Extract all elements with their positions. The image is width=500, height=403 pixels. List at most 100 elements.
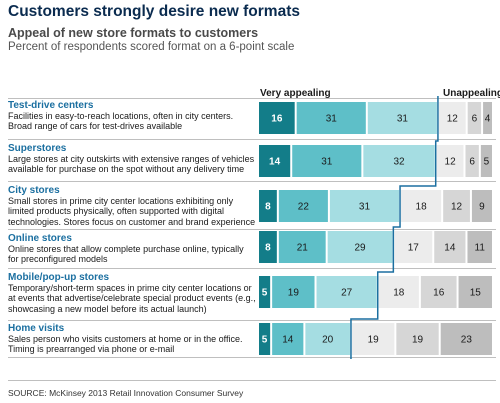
bar-segment xyxy=(438,102,466,134)
bar-value-label: 4 xyxy=(485,114,491,125)
divider-1 xyxy=(8,139,496,140)
bar-segment xyxy=(467,102,482,134)
legend-unappealing: Unappealing xyxy=(443,88,500,99)
divider-5 xyxy=(8,320,496,321)
bar-value-label: 18 xyxy=(393,288,405,299)
appeal-divider-line xyxy=(350,96,439,359)
bar-segment xyxy=(329,190,400,222)
bar-segment xyxy=(440,323,492,355)
bar-segment xyxy=(367,102,437,134)
bar-segment xyxy=(296,102,366,134)
bar-segment xyxy=(259,102,295,134)
bar-value-label: 6 xyxy=(472,114,478,125)
bar-value-label: 32 xyxy=(393,157,405,168)
bar-value-label: 27 xyxy=(341,288,353,299)
bar-segment xyxy=(434,231,466,263)
bar-value-label: 8 xyxy=(265,243,271,254)
bar-value-label: 22 xyxy=(298,202,310,213)
bar-segment xyxy=(327,231,393,263)
bar-value-label: 5 xyxy=(484,157,490,168)
legend-very-appealing: Very appealing xyxy=(260,88,331,99)
bar-value-label: 5 xyxy=(262,288,268,299)
divider-bottom xyxy=(8,380,496,381)
bar-segment xyxy=(436,145,464,177)
category-description: Large stores at city outskirts with exte… xyxy=(8,154,255,175)
bar-segment xyxy=(259,323,271,355)
bar-segment xyxy=(259,231,277,263)
bar-segment xyxy=(278,190,328,222)
category-description: Facilities in easy-to-reach locations, o… xyxy=(8,111,234,132)
chart-description: Percent of respondents scored format on … xyxy=(8,41,295,53)
bar-segment xyxy=(471,190,492,222)
bar-segment xyxy=(316,276,377,308)
bar-segment xyxy=(480,145,492,177)
category-name: City stores xyxy=(8,185,60,196)
bar-value-label: 31 xyxy=(359,202,371,213)
bar-value-label: 12 xyxy=(451,202,463,213)
bar-value-label: 23 xyxy=(461,335,473,346)
bar-segment xyxy=(259,145,291,177)
bar-value-label: 14 xyxy=(269,157,281,168)
source-note: SOURCE: McKinsey 2013 Retail Innovation … xyxy=(8,388,244,398)
bar-value-label: 19 xyxy=(288,288,300,299)
bar-value-label: 9 xyxy=(479,202,485,213)
bar-value-label: 19 xyxy=(368,335,380,346)
bar-value-label: 8 xyxy=(265,202,271,213)
divider-0 xyxy=(8,98,496,99)
divider-6 xyxy=(8,357,496,358)
bar-segment xyxy=(351,323,395,355)
category-description: Sales person who visits customers at hom… xyxy=(8,334,243,355)
bar-value-label: 18 xyxy=(416,202,428,213)
category-description: Small stores in prime city center locati… xyxy=(8,196,256,227)
bar-value-label: 29 xyxy=(354,243,366,254)
bar-segment xyxy=(272,323,304,355)
category-name: Online stores xyxy=(8,233,72,244)
bar-value-label: 31 xyxy=(326,114,338,125)
category-name: Superstores xyxy=(8,143,67,154)
bar-value-label: 16 xyxy=(433,288,445,299)
bar-value-label: 6 xyxy=(469,157,475,168)
bar-value-label: 11 xyxy=(475,243,486,254)
bar-segment xyxy=(465,145,479,177)
bar-value-label: 17 xyxy=(408,243,420,254)
bar-value-label: 12 xyxy=(447,114,459,125)
bar-segment xyxy=(292,145,362,177)
bar-value-label: 5 xyxy=(262,335,268,346)
bar-value-label: 31 xyxy=(321,157,333,168)
bar-value-label: 20 xyxy=(322,335,334,346)
bar-value-label: 12 xyxy=(445,157,457,168)
bar-segment xyxy=(467,231,492,263)
category-name: Mobile/pop-up stores xyxy=(8,272,110,283)
bar-segment xyxy=(378,276,419,308)
bar-value-label: 16 xyxy=(271,114,283,125)
bar-segment xyxy=(396,323,439,355)
chart-subtitle: Appeal of new store formats to customers xyxy=(8,26,259,40)
bar-value-label: 15 xyxy=(470,288,482,299)
divider-3 xyxy=(8,229,496,230)
bar-segment xyxy=(259,276,271,308)
bar-segment xyxy=(483,102,492,134)
category-description: Online stores that allow complete purcha… xyxy=(8,244,244,265)
bar-value-label: 14 xyxy=(282,335,294,346)
bar-segment xyxy=(401,190,442,222)
bar-segment xyxy=(458,276,492,308)
bar-value-label: 31 xyxy=(397,114,409,125)
bar-segment xyxy=(278,231,326,263)
bar-segment xyxy=(443,190,470,222)
chart-title: Customers strongly desire new formats xyxy=(8,3,300,20)
bar-value-label: 19 xyxy=(412,335,424,346)
category-name: Test-drive centers xyxy=(8,100,94,111)
category-name: Home visits xyxy=(8,323,65,334)
bar-segment xyxy=(305,323,350,355)
bar-value-label: 14 xyxy=(444,243,456,254)
bar-segment xyxy=(394,231,433,263)
bar-segment xyxy=(259,190,277,222)
divider-2 xyxy=(8,181,496,182)
bar-segment xyxy=(363,145,435,177)
divider-4 xyxy=(8,268,496,269)
bar-value-label: 21 xyxy=(297,243,309,254)
bar-segment xyxy=(420,276,457,308)
bar-segment xyxy=(272,276,315,308)
category-description: Temporary/short-term spaces in prime cit… xyxy=(8,283,256,314)
